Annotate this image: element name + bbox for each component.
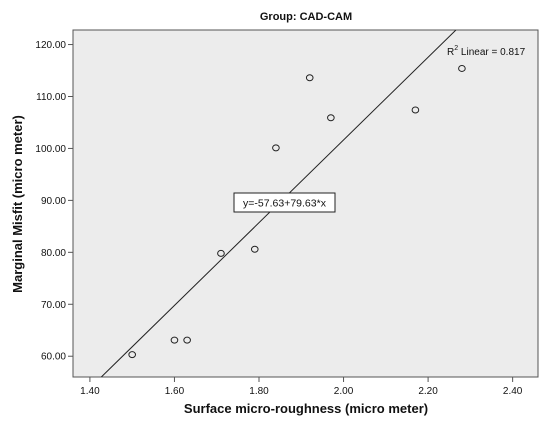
chart-title: Group: CAD-CAM xyxy=(260,11,352,23)
data-points xyxy=(128,64,466,359)
data-point xyxy=(183,336,191,344)
y-axis: 60.00 70.00 80.00 90.00 100.00 110.00 120.00 xyxy=(35,40,73,363)
equation-box: y=-57.63+79.63*x xyxy=(233,192,336,213)
equation-label: y=-57.63+79.63*x xyxy=(243,198,327,210)
data-point xyxy=(272,144,280,152)
data-point xyxy=(305,74,314,82)
x-tick-label: 2.00 xyxy=(334,386,354,397)
data-point xyxy=(250,245,259,253)
x-tick-label: 2.40 xyxy=(503,386,523,397)
y-tick-label: 70.00 xyxy=(41,300,66,311)
r2-suffix: Linear = 0.817 xyxy=(458,47,525,58)
x-axis: 1.40 1.60 1.80 2.00 2.20 2.40 xyxy=(80,377,523,397)
data-point xyxy=(458,64,466,72)
data-point xyxy=(170,336,179,344)
y-tick-label: 80.00 xyxy=(41,248,66,259)
y-axis-title: Marginal Misfit (micro meter) xyxy=(10,115,25,293)
x-tick-label: 1.40 xyxy=(80,386,100,397)
x-tick-label: 2.20 xyxy=(418,386,438,397)
y-tick-label: 90.00 xyxy=(41,196,66,207)
r2-superscript: 2 xyxy=(454,45,458,52)
x-tick-label: 1.60 xyxy=(165,386,185,397)
r-squared-label: R2 Linear = 0.817 xyxy=(447,45,526,58)
y-tick-label: 60.00 xyxy=(41,352,66,363)
data-point xyxy=(411,106,420,114)
x-tick-label: 1.80 xyxy=(249,386,269,397)
data-point xyxy=(128,351,136,359)
equation-box-frame xyxy=(233,192,336,213)
data-point xyxy=(217,249,225,257)
x-axis-title: Surface micro-roughness (micro meter) xyxy=(184,401,428,416)
data-point xyxy=(327,114,335,122)
r2-prefix: R xyxy=(447,47,454,58)
y-tick-label: 120.00 xyxy=(35,40,66,51)
y-tick-label: 110.00 xyxy=(36,92,66,103)
y-tick-label: 100.00 xyxy=(35,144,66,155)
